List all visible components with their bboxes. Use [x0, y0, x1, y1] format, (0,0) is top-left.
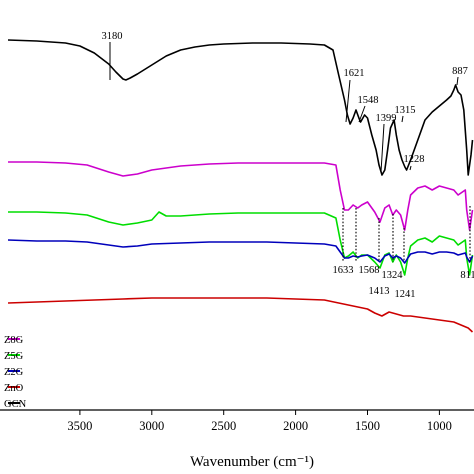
gcn-peak-label: 1399: [376, 113, 397, 124]
gcn-peak-label: 1548: [358, 95, 379, 106]
x-axis-label: Wavenumber (cm⁻¹): [190, 454, 314, 470]
gcn-peak-label: 1315: [395, 105, 416, 116]
gcn-peak-leader: [380, 123, 385, 173]
composite-peak-label: 811: [460, 270, 474, 281]
x-tick-label: 3500: [67, 419, 92, 433]
series-line-z2g: [7, 239, 474, 264]
gcn-peak-label: 1228: [404, 154, 425, 165]
gcn-peak-label: 3180: [102, 31, 123, 42]
series-line-zno: [7, 297, 474, 333]
x-axis-ticks: 3500 3000 2500 2000 1500 1000: [67, 410, 452, 433]
x-tick-label: 3000: [139, 419, 164, 433]
gcn-peak-label: 887: [452, 66, 468, 77]
composite-peak-label: 1413: [369, 286, 390, 297]
legend-label-z8g: Z8G: [4, 335, 24, 346]
composite-peak-label: 1633: [333, 265, 354, 276]
gcn-peak-leader: [456, 76, 459, 86]
x-tick-label: 1500: [355, 419, 380, 433]
legend-label-z2g: Z2G: [4, 367, 24, 378]
composite-peak-label: 1241: [395, 289, 416, 300]
legend-label-z5g: Z5G: [4, 351, 24, 362]
x-tick-label: 1000: [427, 419, 452, 433]
gcn-peak-leader: [358, 105, 366, 123]
gcn-peak-label: 1621: [344, 68, 365, 79]
series-layer: [7, 39, 474, 333]
legend: Z8G Z5G Z2G ZnO GCN: [4, 335, 27, 410]
gcn-peak-leader: [345, 79, 351, 123]
peak-markers: [342, 206, 471, 262]
x-tick-label: 2000: [283, 419, 308, 433]
series-line-gcn: [7, 39, 474, 176]
legend-label-gcn: GCN: [4, 399, 27, 410]
composite-peak-label: 1324: [382, 270, 404, 281]
x-tick-label: 2500: [211, 419, 236, 433]
gcn-peak-leader: [409, 165, 412, 171]
legend-label-zno: ZnO: [4, 383, 24, 394]
gcn-peak-leader: [401, 115, 404, 123]
composite-peak-label: 1568: [359, 265, 380, 276]
series-line-z8g: [8, 161, 474, 231]
series-line-z5g: [8, 211, 474, 276]
